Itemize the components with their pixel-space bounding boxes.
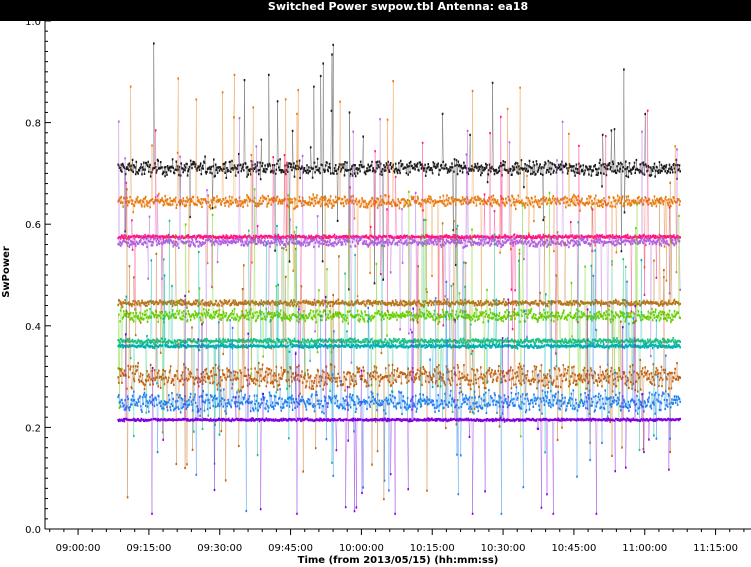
y-axis-area xyxy=(0,21,45,529)
series-9 xyxy=(117,274,681,515)
x-tick-label: 10:15:00 xyxy=(410,543,455,554)
x-tick-label: 10:30:00 xyxy=(481,543,526,554)
plot-area xyxy=(45,21,751,529)
x-tick-label: 09:00:00 xyxy=(56,543,101,554)
series-3 xyxy=(117,117,681,366)
series-10-points xyxy=(117,294,681,515)
x-tick-label: 10:45:00 xyxy=(551,543,596,554)
y-tick-label: 0.6 xyxy=(25,220,41,231)
x-tick-label: 09:45:00 xyxy=(268,543,313,554)
x-tick-label: 10:00:00 xyxy=(339,543,384,554)
series-10 xyxy=(117,294,681,515)
x-tick-label: 11:15:00 xyxy=(693,543,738,554)
x-axis-label: Time (from 2013/05/15) (hh:mm:ss) xyxy=(298,555,499,566)
data-layer xyxy=(117,42,681,515)
axes-layer: 0.0 0.2 0.4 0.6 0.8 1.0 09:00:00 09:15:00 09:30:… xyxy=(25,17,751,554)
y-tick-label: 0.2 xyxy=(25,423,41,434)
y-tick-label: 0.4 xyxy=(25,322,41,333)
chart-title: Switched Power swpow.tbl Antenna: ea18 xyxy=(268,0,528,13)
series-8 xyxy=(117,252,681,501)
y-axis-label: SwPower xyxy=(1,246,12,298)
series-3-points xyxy=(117,117,681,366)
y-tick-label: 0.8 xyxy=(25,119,41,130)
y-tick-label: 0.0 xyxy=(25,525,41,536)
series-0-points xyxy=(117,42,681,291)
y-tick-label: 1.0 xyxy=(25,17,41,28)
series-9-points xyxy=(117,274,681,515)
x-tick-label: 09:15:00 xyxy=(126,543,171,554)
x-tick-label: 09:30:00 xyxy=(197,543,242,554)
series-4-points xyxy=(117,181,681,413)
x-axis-area xyxy=(0,529,751,567)
x-tick-label: 11:00:00 xyxy=(622,543,667,554)
series-8-points xyxy=(117,252,681,501)
series-0 xyxy=(117,42,681,291)
